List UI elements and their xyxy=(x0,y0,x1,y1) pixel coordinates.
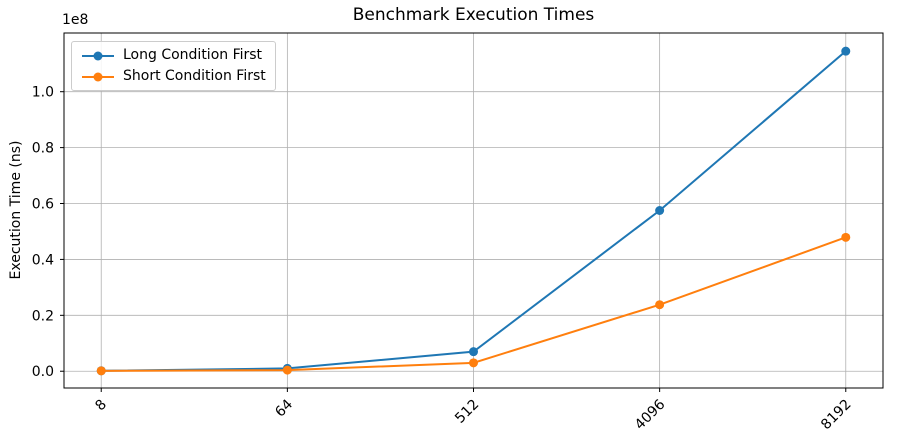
y-axis-label: Execution Time (ns) xyxy=(8,140,24,280)
legend-item-long-condition-first: Long Condition First xyxy=(81,47,266,64)
x-tick-label: 8 xyxy=(92,397,110,415)
legend-marker-line-icon xyxy=(82,51,114,60)
x-tick-label: 64 xyxy=(272,396,296,420)
data-point-series-1 xyxy=(841,232,851,242)
legend-marker-line-icon xyxy=(82,72,114,81)
y-tick-label: 1.0 xyxy=(32,85,54,101)
data-point-series-1 xyxy=(469,358,478,368)
chart-title: Benchmark Execution Times xyxy=(352,5,595,25)
x-tick-label: 4096 xyxy=(632,396,669,433)
data-point-series-1 xyxy=(282,365,292,375)
y-tick-label: 0.2 xyxy=(32,308,54,324)
legend-item-short-condition-first: Short Condition First xyxy=(81,68,266,85)
legend-label: Short Condition First xyxy=(123,68,266,84)
legend-label: Long Condition First xyxy=(123,47,263,63)
data-point-series-0 xyxy=(655,206,665,215)
data-point-series-0 xyxy=(469,347,478,357)
data-point-series-0 xyxy=(841,46,851,56)
x-tick-label: 512 xyxy=(452,397,482,427)
y-tick-label: 0.6 xyxy=(32,197,54,213)
y-axis-offset-label: 1e8 xyxy=(62,12,89,28)
y-tick-label: 0.8 xyxy=(32,141,54,157)
legend: Long Condition First Short Condition Fir… xyxy=(71,41,276,91)
y-tick-label: 0.0 xyxy=(32,364,54,380)
data-point-series-1 xyxy=(96,366,106,376)
data-point-series-1 xyxy=(655,300,665,310)
y-tick-label: 0.4 xyxy=(32,252,54,268)
x-tick-label: 8192 xyxy=(818,397,855,434)
